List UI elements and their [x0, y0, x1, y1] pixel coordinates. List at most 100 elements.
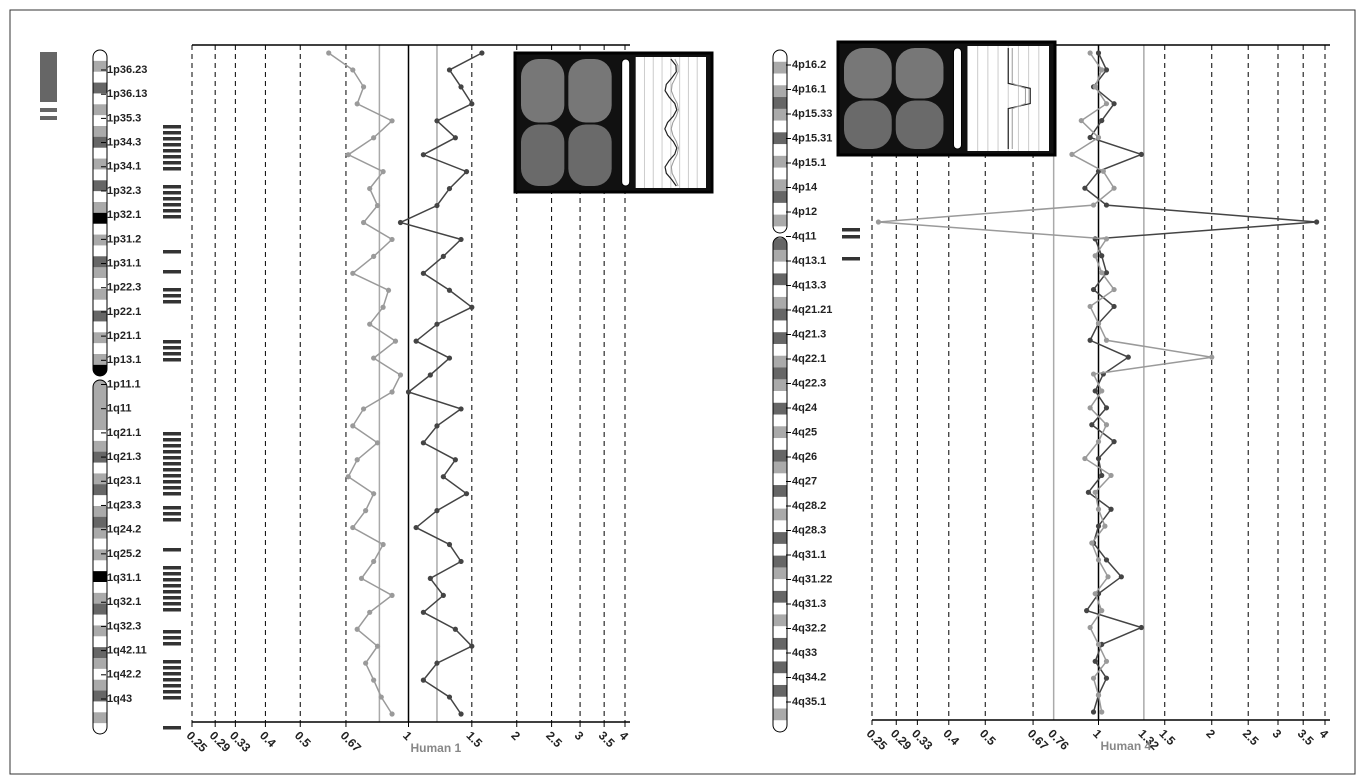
band-label: 1p34.1: [107, 161, 141, 173]
profile-point: [354, 457, 360, 463]
band: [773, 532, 787, 545]
band: [773, 97, 787, 110]
marker: [163, 578, 181, 582]
profile-point: [463, 491, 470, 497]
marker: [163, 642, 181, 646]
marker: [163, 450, 181, 454]
marker: [163, 137, 181, 141]
profile-point: [1095, 557, 1102, 563]
profile-point: [1103, 675, 1110, 681]
profile-point: [446, 694, 453, 700]
marker: [842, 235, 860, 239]
profile-point: [1108, 506, 1114, 512]
band: [93, 212, 107, 225]
marker: [163, 474, 181, 478]
band: [93, 473, 107, 485]
band: [93, 506, 107, 518]
ideogram-outline: [772, 236, 788, 733]
band: [93, 614, 107, 626]
profile-point: [1095, 455, 1102, 462]
profile-point: [1085, 489, 1091, 495]
profile-point: [434, 660, 440, 666]
band-label: 1q23.1: [107, 475, 141, 487]
profile-point: [345, 152, 351, 158]
inset-ideogram: [621, 58, 631, 187]
band-label: 4p15.31: [792, 132, 832, 144]
band: [773, 579, 787, 592]
band: [93, 223, 107, 236]
inset-ideogram: [952, 47, 962, 150]
profile-point: [358, 575, 365, 582]
inset-chromosome: [895, 48, 944, 99]
band: [773, 461, 787, 474]
band-label: 4q35.1: [792, 696, 826, 708]
marker: [163, 636, 181, 640]
band: [93, 50, 107, 62]
profile-point: [1090, 371, 1097, 377]
band: [773, 590, 787, 604]
marker: [163, 209, 181, 213]
marker: [163, 726, 181, 730]
band: [773, 261, 787, 274]
band: [773, 238, 787, 251]
band: [773, 179, 787, 192]
band: [773, 61, 787, 75]
profile-point: [363, 660, 369, 666]
profile-point: [1125, 354, 1131, 360]
marker: [163, 684, 181, 688]
left-markers: [40, 52, 57, 120]
marker: [163, 270, 181, 274]
band: [93, 82, 107, 94]
band-label: 4q22.1: [792, 353, 826, 365]
inset-chromosome: [568, 59, 612, 123]
band-label: 1q42.11: [107, 645, 147, 657]
marker: [163, 346, 181, 350]
band: [93, 462, 107, 474]
marker: [163, 660, 181, 664]
band-label: 1p11.1: [107, 378, 141, 390]
marker: [163, 630, 181, 634]
x-tick-label: 3.5: [596, 728, 618, 750]
marker: [842, 257, 860, 261]
band: [93, 136, 107, 149]
profile-point: [1099, 253, 1105, 259]
band-label: 4q34.2: [792, 671, 826, 683]
band-label: 1q43: [107, 693, 132, 705]
band-label: 4p12: [792, 206, 817, 218]
profile-point: [367, 609, 373, 615]
band: [93, 647, 107, 659]
band: [93, 332, 107, 344]
band: [93, 267, 107, 279]
band-label: 4p16.1: [792, 83, 826, 95]
band-label: 1p31.2: [107, 233, 141, 245]
inset-trace: [1011, 48, 1026, 149]
ideogram-bands: [93, 50, 107, 734]
band-label: 4q24: [792, 402, 818, 414]
x-tick-label: 3: [572, 728, 587, 743]
x-tick-label: 0.5: [977, 726, 999, 748]
marker: [163, 506, 181, 510]
profile-point: [354, 101, 360, 107]
profile-point: [326, 50, 332, 56]
band: [773, 473, 787, 486]
profile-point: [458, 84, 464, 90]
profile-point: [1111, 439, 1117, 445]
marker: [163, 352, 181, 356]
marker: [163, 191, 181, 195]
band-label: 1q31.1: [107, 572, 141, 584]
marker: [163, 608, 181, 612]
x-tick-label: 0.4: [257, 728, 279, 750]
band: [773, 191, 787, 204]
profile-point: [374, 643, 381, 649]
x-tick-label: 2.5: [1240, 726, 1262, 748]
band: [93, 712, 107, 724]
profile-point: [1082, 185, 1088, 191]
band: [773, 508, 787, 521]
marker: [163, 590, 181, 594]
profile-point: [1090, 675, 1097, 681]
band: [773, 696, 787, 709]
band: [773, 520, 787, 533]
profile-point: [1092, 591, 1098, 597]
band-label: 4p15.33: [792, 108, 832, 120]
